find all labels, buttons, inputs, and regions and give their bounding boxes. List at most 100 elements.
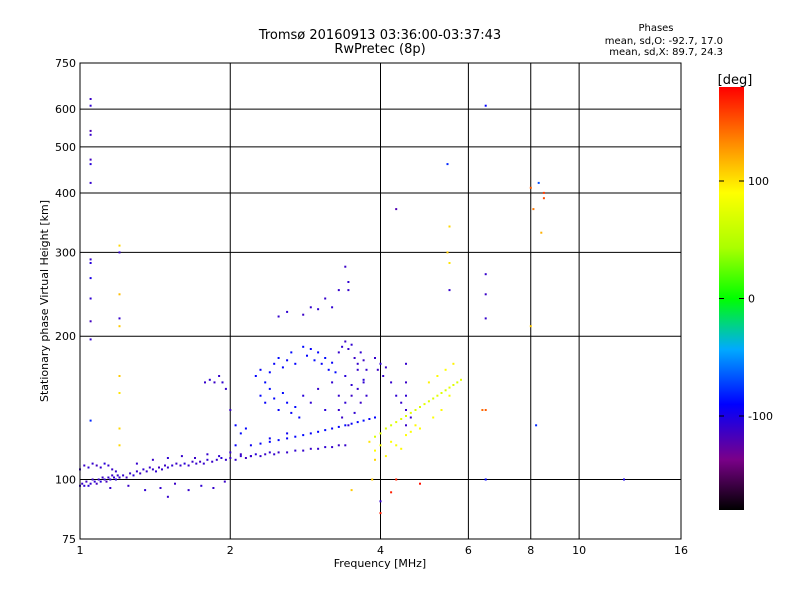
data-point	[309, 401, 312, 404]
data-point	[452, 384, 455, 386]
data-point	[268, 440, 271, 443]
data-point	[101, 476, 104, 479]
data-point	[254, 375, 257, 377]
data-point	[264, 453, 267, 456]
data-point	[118, 244, 121, 247]
y-tick-label: 750	[55, 57, 76, 70]
y-tick-label: 75	[62, 533, 76, 546]
data-point	[187, 489, 190, 492]
data-point	[344, 444, 347, 447]
data-point	[456, 381, 459, 384]
data-point	[132, 474, 135, 477]
data-point	[208, 378, 211, 381]
data-point	[118, 375, 121, 377]
data-point	[302, 434, 305, 437]
data-point	[484, 317, 487, 320]
data-point	[317, 351, 320, 354]
data-point	[405, 394, 407, 397]
data-point	[118, 293, 121, 296]
data-point	[347, 424, 350, 427]
data-point	[400, 418, 403, 420]
data-point	[379, 500, 382, 503]
data-point	[89, 482, 92, 485]
data-point	[337, 289, 340, 292]
data-point	[460, 378, 462, 381]
data-point	[286, 401, 289, 404]
data-point	[85, 480, 88, 483]
data-point	[277, 315, 280, 318]
data-point	[356, 421, 359, 424]
data-point	[89, 419, 92, 422]
x-tick-label: 16	[674, 544, 688, 557]
x-tick-label: 1	[77, 544, 84, 557]
data-point	[249, 444, 252, 447]
data-point	[395, 208, 398, 211]
data-point	[356, 368, 359, 371]
data-point	[294, 449, 297, 452]
y-tick-label: 500	[55, 141, 76, 154]
data-point	[286, 432, 289, 435]
colorbar-ticks: 100 0 -100	[719, 175, 773, 423]
data-point	[324, 357, 327, 359]
data-point	[382, 375, 385, 377]
data-point	[118, 427, 121, 430]
data-point	[89, 258, 92, 261]
data-point	[484, 409, 487, 411]
data-point	[405, 424, 407, 427]
data-point	[81, 482, 84, 485]
data-point	[331, 381, 334, 384]
data-point	[211, 460, 214, 463]
data-point	[540, 231, 543, 234]
data-point	[379, 512, 382, 515]
data-point	[356, 362, 359, 365]
data-point	[532, 208, 535, 211]
data-point	[286, 451, 289, 454]
data-point	[294, 406, 297, 408]
data-point	[484, 478, 487, 481]
data-point	[542, 191, 545, 194]
data-point	[161, 468, 163, 471]
data-point	[302, 313, 305, 316]
data-point	[151, 468, 154, 471]
data-point	[103, 462, 106, 465]
data-point	[440, 409, 443, 411]
data-point	[484, 293, 487, 296]
data-point	[155, 470, 157, 473]
data-point	[111, 468, 114, 471]
data-point	[337, 394, 340, 397]
data-point	[414, 424, 417, 427]
data-point	[200, 484, 203, 487]
y-axis-label: Stationary phase Virtual Height [km]	[38, 200, 51, 402]
data-point	[374, 449, 376, 452]
data-point	[309, 348, 312, 350]
data-point	[405, 434, 407, 437]
data-point	[290, 411, 293, 414]
data-point	[116, 474, 119, 477]
data-point	[374, 416, 376, 419]
data-point	[277, 409, 280, 411]
x-tick-label: 2	[227, 544, 234, 557]
data-point	[109, 478, 112, 481]
data-point	[206, 458, 209, 461]
data-point	[317, 447, 320, 450]
data-point	[187, 464, 190, 467]
data-point	[254, 453, 257, 456]
data-point	[179, 464, 182, 467]
data-point	[384, 455, 387, 458]
data-point	[234, 458, 237, 461]
data-point	[409, 430, 412, 433]
data-point	[89, 277, 92, 280]
data-point	[347, 281, 350, 283]
data-point	[409, 411, 412, 414]
data-point	[89, 129, 92, 132]
data-point	[239, 432, 242, 435]
colorbar-tick-label: -100	[748, 410, 773, 423]
data-point	[125, 476, 128, 479]
data-point	[344, 375, 347, 377]
data-point	[446, 251, 449, 254]
data-point	[158, 466, 160, 469]
data-point	[99, 466, 102, 469]
data-point	[259, 394, 262, 397]
data-point	[273, 362, 276, 365]
data-point	[83, 484, 86, 487]
